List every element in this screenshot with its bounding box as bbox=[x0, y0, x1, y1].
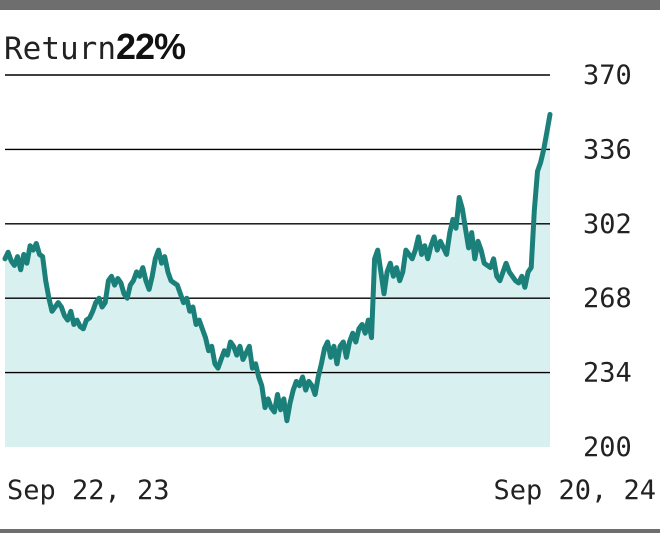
y-tick-label-370: 370 bbox=[583, 60, 632, 91]
y-tick-label-268: 268 bbox=[583, 283, 632, 314]
y-tick-label-200: 200 bbox=[583, 432, 632, 463]
y-tick-label-234: 234 bbox=[583, 358, 632, 389]
y-tick-label-336: 336 bbox=[583, 134, 632, 165]
top-rule bbox=[0, 0, 660, 10]
return-value: 22% bbox=[115, 26, 186, 67]
y-tick-label-302: 302 bbox=[583, 209, 632, 240]
price-line bbox=[2, 111, 553, 424]
x-tick-label-start: Sep 22, 23 bbox=[7, 475, 170, 506]
area-fill bbox=[5, 114, 550, 448]
return-label: Return bbox=[4, 31, 116, 67]
chart-title: Return22% bbox=[4, 26, 186, 68]
bottom-rule bbox=[0, 529, 660, 533]
x-tick-label-end: Sep 20, 24 bbox=[493, 475, 656, 506]
